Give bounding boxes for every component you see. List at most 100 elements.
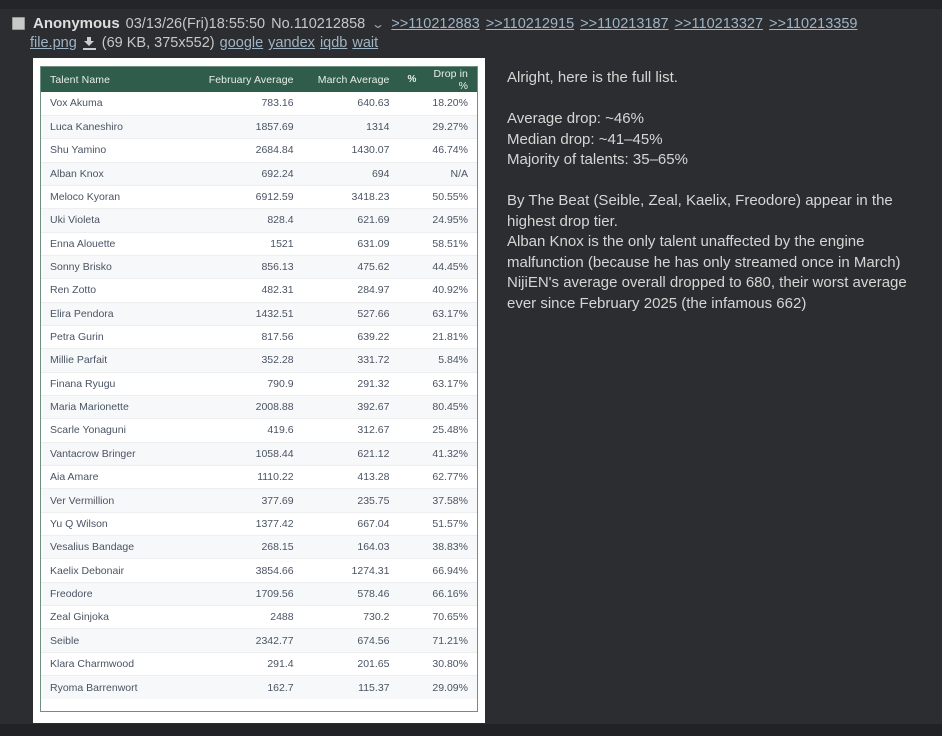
cell-february-average: 1521 — [197, 232, 303, 256]
comment-line: Median drop: ~41–45% — [507, 130, 663, 148]
table-row: Klara Charmwood 291.4 201.65 30.80% — [41, 652, 477, 677]
cell-drop-pct: 62.77% — [398, 465, 477, 490]
cell-talent-name: Ryoma Barrenwort — [50, 681, 138, 694]
backlink-4[interactable]: >>110213359 — [769, 15, 858, 32]
cell-talent-name: Elira Pendora — [41, 302, 198, 326]
table-row: Petra Gurin 817.56 639.22 21.81% — [41, 325, 477, 350]
cell-february-average: 291.4 — [197, 652, 303, 677]
cell-talent-name: Vantacrow Bringer — [41, 442, 198, 467]
column-header-talent-name: Talent Name — [41, 67, 198, 92]
cell-february-average: 1058.44 — [197, 442, 303, 467]
cell-drop-pct: 18.20% — [398, 92, 477, 116]
backlink-1[interactable]: >>110212915 — [485, 15, 575, 32]
cell-talent-name: Sonny Brisko — [41, 255, 198, 280]
table-row: Seible 2342.77 674.56 71.21% — [41, 628, 477, 653]
chevron-down-icon[interactable]: ⌄ — [371, 16, 386, 31]
cell-february-average: 1709.56 — [197, 582, 303, 607]
post-number[interactable]: No.110212858 — [271, 15, 366, 32]
cell-talent-name: Finana Ryugu — [41, 372, 198, 396]
cell-drop-pct: 30.80% — [398, 652, 477, 677]
cell-february-average: 6912.59 — [197, 185, 303, 210]
table-row: Elira Pendora 1432.51 527.66 63.17% — [41, 302, 477, 326]
cell-drop-pct: 50.55% — [398, 185, 477, 210]
cell-february-average: 2342.77 — [197, 628, 303, 653]
search-link-wait[interactable]: wait — [352, 35, 379, 51]
cell-march-average: 621.69 — [302, 208, 399, 233]
cell-march-average: 640.63 — [302, 92, 399, 116]
cell-march-average: 235.75 — [302, 488, 399, 513]
search-link-google[interactable]: google — [219, 35, 264, 51]
cell-drop-pct: 63.17% — [398, 372, 477, 396]
post-image-attachment[interactable]: Talent Name February Average March Avera… — [33, 58, 485, 723]
table-row: Aia Amare 1110.22 413.28 62.77% — [41, 465, 477, 490]
search-link-iqdb[interactable]: iqdb — [319, 35, 348, 51]
cell-march-average: 1430.07 — [302, 138, 399, 163]
cell-drop-pct: 25.48% — [398, 418, 477, 443]
cell-march-average: 3418.23 — [302, 185, 399, 210]
cell-talent-name: Vesalius Bandage — [41, 535, 198, 560]
cell-talent-name: Alban Knox — [41, 162, 198, 186]
table-body: Vox Akuma 783.16 640.63 18.20% Luca Kaneshir… — [41, 92, 477, 699]
cell-march-average: 578.46 — [302, 582, 399, 607]
cell-february-average: 1857.69 — [197, 115, 303, 140]
comment-blank-line — [507, 89, 907, 110]
cell-march-average: 413.28 — [302, 465, 399, 490]
backlink-3[interactable]: >>110213327 — [674, 15, 764, 32]
cell-february-average: 2488 — [197, 605, 303, 630]
table-row: Ver Vermillion 377.69 235.75 37.58% — [41, 488, 477, 513]
cell-march-average: 291.32 — [302, 372, 399, 396]
page-bottom-strip — [0, 724, 942, 736]
backlink-0[interactable]: >>110212883 — [391, 15, 480, 32]
table-row: Freodore 1709.56 578.46 66.16% — [41, 582, 477, 607]
cell-drop-pct: 38.83% — [398, 535, 477, 560]
post-container: Anonymous 03/13/26(Fri)18:55:50 No.11021… — [0, 9, 942, 51]
cell-drop-pct: 63.17% — [398, 302, 477, 326]
talent-stats-table-wrap: Talent Name February Average March Avera… — [40, 66, 478, 712]
cell-drop-pct: 71.21% — [398, 628, 477, 653]
cell-march-average: 694 — [302, 162, 399, 186]
cell-talent-name: Kaelix Debonair — [41, 558, 198, 583]
talent-stats-table: Talent Name February Average March Avera… — [41, 67, 477, 699]
download-icon[interactable] — [82, 36, 96, 50]
cell-february-average: 856.13 — [197, 255, 303, 280]
table-row: Yu Q Wilson 1377.42 667.04 51.57% — [41, 512, 477, 537]
cell-talent-name: Seible — [41, 628, 198, 653]
table-row: Sonny Brisko 856.13 475.62 44.45% — [41, 255, 477, 280]
table-row: Finana Ryugu 790.9 291.32 63.17% — [41, 372, 477, 396]
cell-drop-pct: 5.84% — [398, 348, 477, 373]
cell-march-average: 475.62 — [302, 255, 399, 280]
search-link-yandex[interactable]: yandex — [268, 35, 315, 51]
comment-line: Alright, here is the full list. — [507, 69, 678, 86]
comment-line: Average drop: ~46% — [507, 110, 644, 127]
cell-drop-pct: 21.81% — [398, 325, 477, 350]
cell-february-average: 783.16 — [197, 92, 303, 116]
cell-march-average: 1274.31 — [302, 558, 399, 583]
backlink-2[interactable]: >>110213187 — [580, 15, 669, 32]
table-row: Uki Violeta 828.4 621.69 24.95% — [41, 208, 477, 233]
post-header-line: Anonymous 03/13/26(Fri)18:55:50 No.11021… — [0, 9, 942, 32]
cell-talent-name: Yu Q Wilson — [41, 512, 198, 537]
cell-march-average: 621.12 — [302, 442, 399, 467]
cell-february-average: 352.28 — [197, 348, 303, 373]
cell-february-average: 790.9 — [197, 372, 303, 396]
comment-line: By The Beat (Seible, Zeal, Kaelix, Freod… — [507, 192, 897, 230]
cell-talent-name: Meloco Kyoran — [41, 185, 198, 210]
post-select-checkbox[interactable] — [12, 17, 25, 30]
cell-talent-name: Ver Vermillion — [41, 488, 198, 513]
file-name-link[interactable]: file.png — [30, 35, 77, 51]
cell-drop-pct: 70.65% — [398, 605, 477, 630]
cell-march-average: 392.67 — [302, 395, 399, 420]
cell-march-average: 1314 — [302, 115, 399, 140]
post-comment: Alright, here is the full list. Average d… — [507, 68, 907, 314]
table-row: Maria Marionette 2008.88 392.67 80.45% — [41, 395, 477, 420]
cell-february-average: 1110.22 — [197, 465, 303, 490]
cell-february-average: 817.56 — [197, 325, 303, 350]
cell-drop-pct: N/A — [398, 162, 477, 186]
cell-drop-pct: 66.94% — [398, 558, 477, 583]
cell-drop-pct: 46.74% — [398, 138, 477, 163]
cell-talent-name: Ren Zotto — [41, 278, 198, 303]
cell-february-average: 482.31 — [197, 278, 303, 303]
cell-february-average: 692.24 — [197, 162, 303, 186]
cell-talent-name: Enna Alouette — [41, 232, 198, 256]
